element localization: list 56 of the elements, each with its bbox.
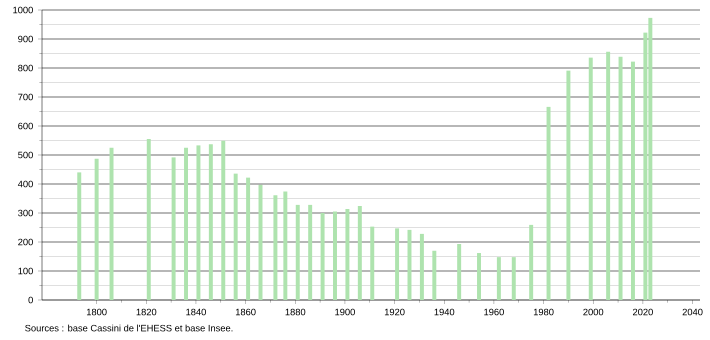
x-tick-label: 1940 bbox=[434, 308, 454, 316]
y-tick-label: 1000 bbox=[13, 6, 33, 14]
bar bbox=[420, 234, 424, 300]
bar bbox=[477, 253, 481, 300]
y-tick-label: 400 bbox=[18, 180, 33, 188]
y-tick-label: 700 bbox=[18, 94, 33, 100]
y-tick-label: 100 bbox=[18, 268, 33, 274]
bar bbox=[184, 148, 188, 300]
y-tick-label: 0 bbox=[28, 296, 33, 304]
y-tick-label: 200 bbox=[18, 238, 33, 246]
x-tick-label: 1880 bbox=[286, 308, 306, 316]
x-tick-label: 1900 bbox=[335, 308, 355, 316]
x-tick-label: 2040 bbox=[682, 308, 703, 316]
bar bbox=[496, 257, 501, 300]
bar bbox=[566, 70, 570, 300]
y-tick-label: 900 bbox=[18, 36, 33, 42]
y-tick-label: 600 bbox=[18, 122, 33, 130]
bar bbox=[196, 145, 200, 300]
bar bbox=[512, 257, 516, 300]
y-tick-label: 300 bbox=[18, 210, 33, 216]
bar bbox=[234, 174, 238, 300]
bar bbox=[618, 56, 623, 300]
bar bbox=[630, 62, 635, 300]
bar bbox=[546, 106, 551, 300]
bar bbox=[432, 250, 436, 300]
bar bbox=[408, 230, 412, 300]
x-tick-label: 1960 bbox=[484, 308, 504, 316]
bar bbox=[308, 204, 312, 300]
bar bbox=[110, 148, 114, 300]
bar bbox=[457, 244, 462, 300]
bar bbox=[246, 178, 250, 300]
x-tick-label: 1840 bbox=[186, 308, 206, 316]
bar bbox=[606, 52, 610, 300]
bar bbox=[208, 144, 213, 300]
bar bbox=[146, 139, 151, 300]
x-tick-label: 1980 bbox=[534, 308, 554, 316]
y-tick-label: 500 bbox=[18, 152, 33, 158]
bar bbox=[283, 192, 288, 300]
bar bbox=[273, 195, 278, 300]
x-tick-label: 2000 bbox=[583, 308, 604, 316]
bar bbox=[172, 157, 176, 300]
x-tick-label: 2020 bbox=[632, 308, 653, 316]
x-tick-label: 1820 bbox=[136, 308, 156, 316]
x-tick-label: 1800 bbox=[86, 308, 107, 316]
bar bbox=[529, 224, 534, 300]
source-note: Sources : base Cassini de l'EHESS et base Insee. bbox=[25, 324, 232, 332]
y-tick-label: 800 bbox=[18, 64, 33, 72]
bar bbox=[333, 212, 337, 300]
bar bbox=[345, 208, 350, 300]
bar bbox=[395, 228, 400, 300]
x-tick-label: 1920 bbox=[384, 308, 405, 316]
bar bbox=[258, 184, 262, 300]
x-tick-label: 1860 bbox=[236, 308, 256, 316]
bar bbox=[320, 213, 325, 300]
bar bbox=[94, 158, 99, 300]
bar bbox=[358, 206, 362, 300]
